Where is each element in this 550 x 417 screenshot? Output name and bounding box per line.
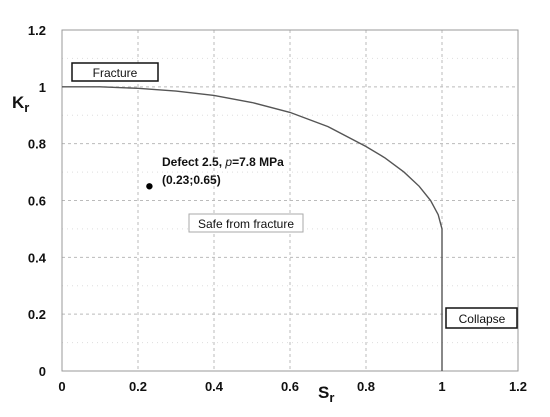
x-axis-title: Sr [318,383,334,405]
x-tick-label: 1 [438,379,445,394]
y-tick-label: 0.6 [28,194,46,209]
y-tick-label: 1 [39,80,46,95]
safe-region-frame [188,213,304,233]
x-tick-label: 0.4 [205,379,224,394]
points-layer [146,183,153,190]
x-tick-label: 0.8 [357,379,375,394]
fad-curve [62,86,443,371]
x-tick-label: 0.6 [281,379,299,394]
y-axis-title: Kr [12,93,29,115]
y-tick-labels: 0 0.2 0.4 0.6 0.8 1 1.2 [28,23,47,379]
y-tick-label: 1.2 [28,23,46,38]
fracture-box: Fracture [71,62,159,82]
x-tick-label: 0.2 [129,379,147,394]
defect-coords: (0.23;0.65) [162,173,221,187]
safe-region-label: Safe from fracture [198,217,294,231]
safe-region-box: Safe from fracture [188,213,304,233]
collapse-box-label: Collapse [459,312,506,326]
collapse-box: Collapse [445,307,518,329]
y-tick-label: 0.2 [28,307,46,322]
x-tick-label: 1.2 [509,379,527,394]
x-tick-label: 0 [58,379,65,394]
y-tick-label: 0 [39,364,46,379]
defect-label: Defect 2.5, p=7.8 MPa [162,155,284,169]
x-tick-labels: 0 0.2 0.4 0.6 0.8 1 1.2 [58,379,527,394]
y-tick-label: 0.4 [28,250,47,265]
collapse-box-frame [445,307,518,329]
y-tick-label: 0.8 [28,137,46,152]
defect-point [146,183,153,190]
fracture-box-frame [71,62,159,82]
fracture-box-label: Fracture [93,66,138,80]
series-layer [62,86,443,371]
plot-frame [61,29,519,372]
